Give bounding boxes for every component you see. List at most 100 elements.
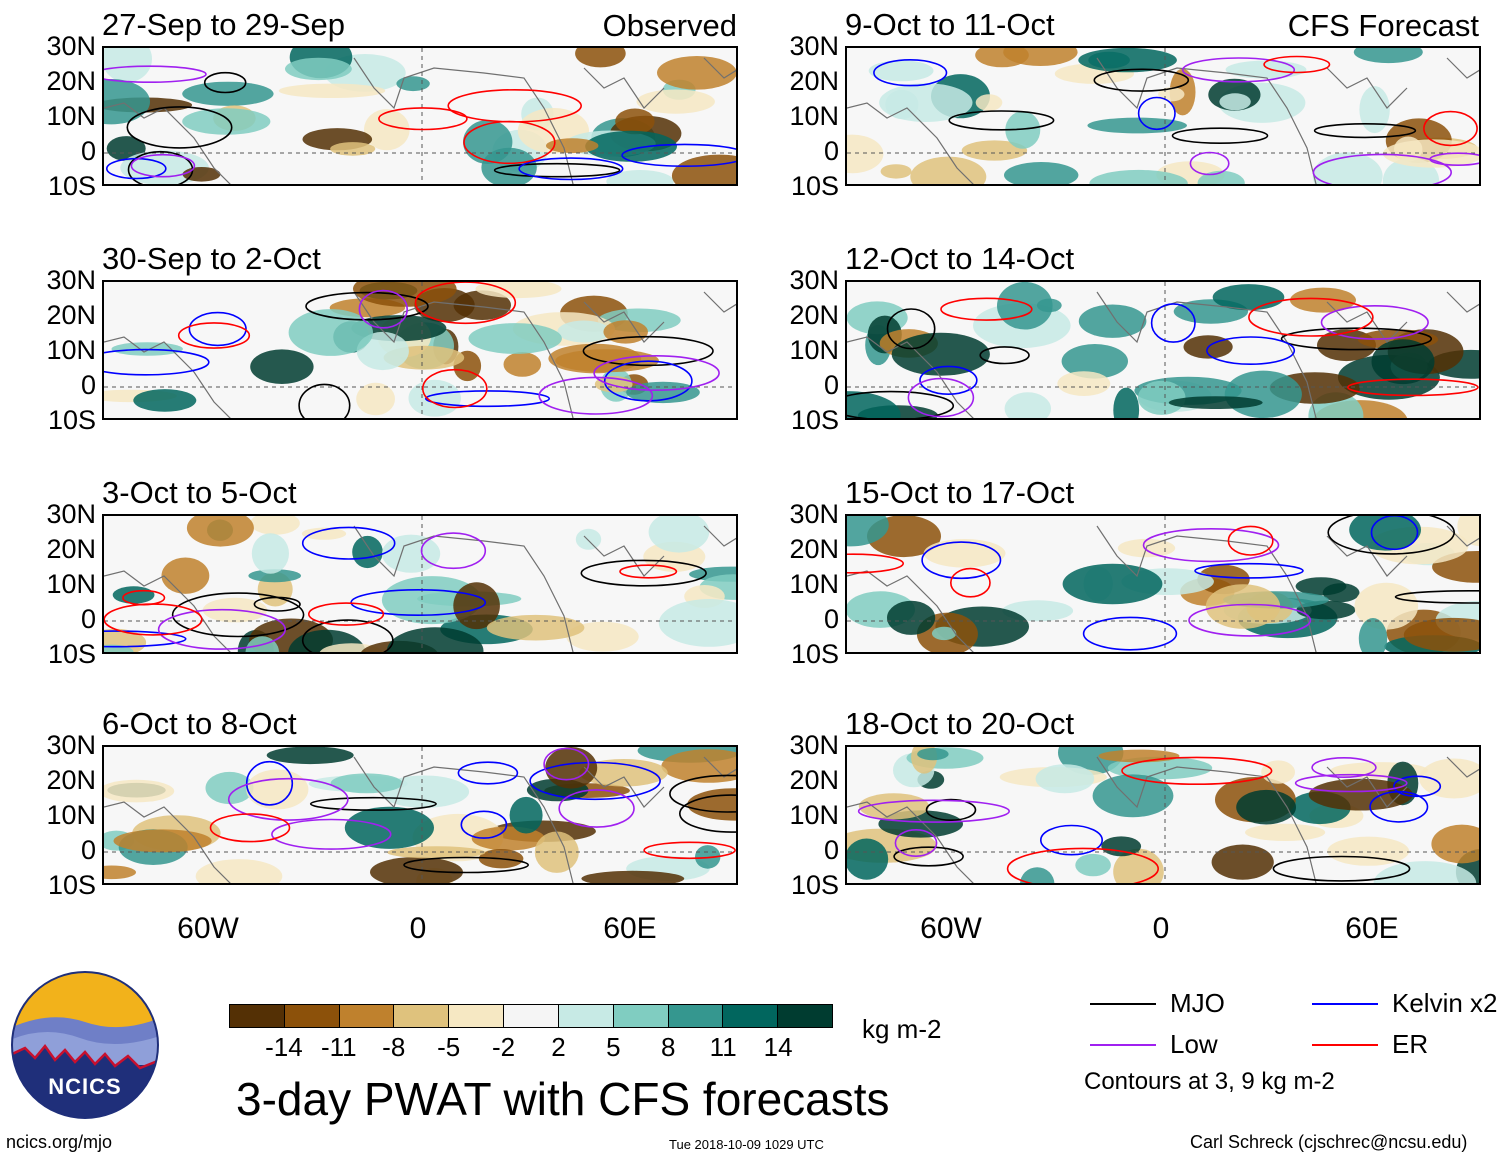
panel-title: 18-Oct to 20-Oct <box>845 706 1075 741</box>
contour-low <box>1320 305 1429 340</box>
pwat-anomaly-blob <box>1061 344 1128 379</box>
contour-er <box>1121 756 1273 785</box>
pwat-anomaly-blob <box>1290 287 1356 313</box>
coastline <box>847 756 1479 883</box>
contour-kelvin-x2 <box>1082 616 1178 651</box>
map-panel <box>845 745 1481 885</box>
contour-kelvin-x2 <box>1040 824 1104 856</box>
contour-er <box>940 297 1033 321</box>
pwat-anomaly-blob <box>386 627 484 652</box>
pwat-anomaly-blob <box>1431 824 1479 864</box>
colorbar-tick-label: -8 <box>382 1032 406 1062</box>
contour-mjo <box>1171 127 1269 144</box>
lat-tick-label: 20N <box>46 66 96 96</box>
contour-er <box>1227 525 1274 556</box>
contour-er <box>378 107 468 131</box>
contour-mjo <box>493 162 621 178</box>
footer-author: Carl Schreck (cjschrec@ncsu.edu) <box>1190 1132 1468 1152</box>
pwat-anomaly-blob <box>1225 60 1307 79</box>
panel-title: 27-Sep to 29-Sep <box>102 7 346 42</box>
footer-url[interactable]: ncics.org/mjo <box>6 1132 113 1152</box>
lat-tick-label: 0 <box>80 370 96 400</box>
pwat-anomaly-blob <box>1113 848 1164 883</box>
panel-title: 15-Oct to 17-Oct <box>845 475 1075 510</box>
logo-text: NCICS <box>48 1074 122 1099</box>
contour-low <box>1142 528 1280 563</box>
legend-line-low <box>1090 1044 1156 1046</box>
lat-tick-label: 20N <box>789 534 839 564</box>
contour-low <box>1312 153 1452 184</box>
lat-tick-label: 30N <box>789 265 839 295</box>
lat-tick-label: 20N <box>789 66 839 96</box>
contour-er <box>308 602 385 626</box>
colorbar-swatch <box>449 1005 505 1027</box>
colorbar-tick-label: 14 <box>763 1032 793 1062</box>
pwat-anomaly-blob <box>961 140 1028 161</box>
lat-tick-label: 10S <box>790 405 839 435</box>
pwat-anomaly-blob <box>182 108 271 135</box>
colorbar-tick-label: -5 <box>437 1032 461 1062</box>
colorbar-swatch <box>723 1005 779 1027</box>
pwat-anomaly-blob <box>1373 861 1477 883</box>
lat-tick-label: 10N <box>789 101 839 131</box>
colorbar-ticks: -14 -11 -8 -5 -2 2 5 8 11 14 <box>229 1034 833 1064</box>
map-panel <box>102 46 738 186</box>
contour-kelvin-x2 <box>424 390 550 408</box>
contour-low <box>894 829 938 858</box>
colorbar-swatch <box>394 1005 450 1027</box>
pwat-anomaly-blob <box>1137 380 1186 415</box>
pwat-anomaly-blob <box>285 57 352 81</box>
pwat-anomaly-blob <box>880 164 912 179</box>
contour-kelvin-x2 <box>518 157 624 181</box>
lat-tick-label: 0 <box>80 136 96 166</box>
pwat-anomaly-blob <box>1078 48 1177 73</box>
lat-tick-label: 0 <box>823 604 839 634</box>
contour-mjo <box>582 335 714 367</box>
contour-er <box>950 567 991 598</box>
pwat-anomaly-blob <box>566 621 639 652</box>
pwat-anomaly-blob <box>104 48 152 83</box>
pwat-anomaly-blob <box>186 516 254 547</box>
contour-kelvin-x2 <box>603 360 693 402</box>
pwat-anomaly-blob <box>1075 853 1111 877</box>
contour-mjo <box>886 308 936 350</box>
contour-low <box>227 777 349 821</box>
colorbar-tick-label: 2 <box>551 1032 566 1062</box>
lat-tick-label: 30N <box>46 31 96 61</box>
pwat-anomaly-blob <box>382 534 441 573</box>
pwat-anomaly-blob <box>364 109 410 151</box>
lat-tick-label: 10N <box>789 335 839 365</box>
pwat-anomaly-blob <box>1358 618 1388 652</box>
pwat-anomaly-blob <box>112 586 155 604</box>
contour-kelvin-x2 <box>188 311 247 347</box>
pwat-anomaly-blob <box>1168 396 1263 409</box>
pwat-anomaly-blob <box>387 846 486 859</box>
coastline <box>847 291 1479 418</box>
contour-kelvin-x2 <box>457 761 519 785</box>
lat-tick-label: 20N <box>46 765 96 795</box>
colorbar-tick-label: -2 <box>491 1032 516 1062</box>
pwat-anomaly-blob <box>1382 139 1479 168</box>
lon-tick-label: 0 <box>409 912 427 945</box>
contour-er <box>209 813 291 843</box>
lat-tick-label: 30N <box>46 499 96 529</box>
pwat-anomaly-blob <box>603 320 648 344</box>
pwat-anomaly-blob <box>248 569 301 583</box>
contour-kelvin-x2 <box>460 810 508 839</box>
contour-low <box>543 747 590 781</box>
contour-low <box>130 153 196 178</box>
lat-tick-label: 10S <box>47 405 96 435</box>
colorbar-swatch <box>339 1005 395 1027</box>
pwat-anomaly-blob <box>396 76 430 92</box>
pwat-anomaly-blob <box>575 528 602 550</box>
colorbar-swatch <box>668 1005 724 1027</box>
lon-tick-label: 60W <box>920 912 982 945</box>
pwat-anomaly-blob <box>1205 584 1281 629</box>
pwat-anomaly-blob <box>661 749 736 783</box>
lon-tick-label: 60E <box>603 912 657 945</box>
legend-line-mjo <box>1090 1003 1156 1005</box>
lat-tick-label: 0 <box>80 835 96 865</box>
contour-low <box>157 608 287 650</box>
legend-line-er <box>1312 1044 1378 1046</box>
lat-tick-label: 10S <box>47 171 96 201</box>
